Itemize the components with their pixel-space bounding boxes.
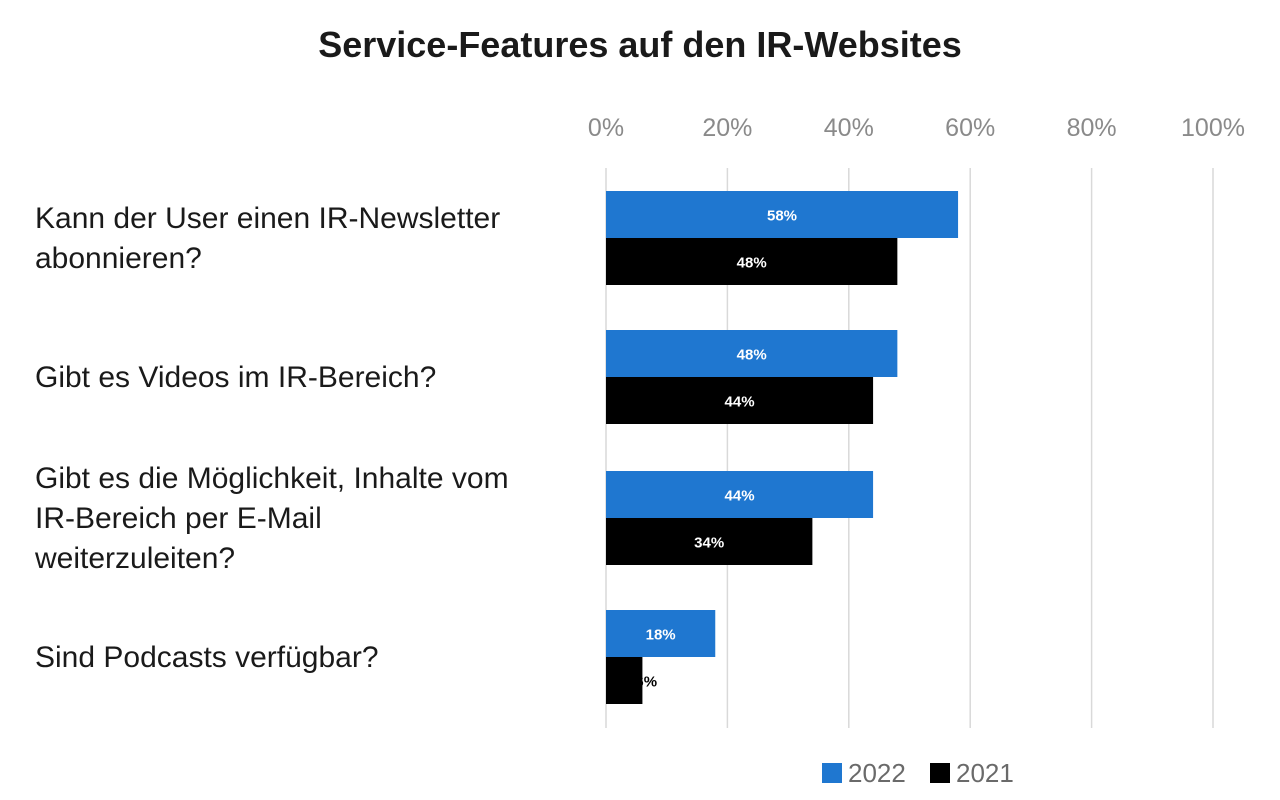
x-tick-label: 100% [1181,114,1245,142]
category-label: Kann der User einen IR-Newsletter abonnie… [35,202,500,275]
data-label: 44% [725,488,755,505]
legend: 2022 2021 [822,758,1014,788]
data-label: 58% [767,208,797,225]
x-tick-label: 0% [588,114,624,142]
data-label: 18% [646,627,676,644]
data-label: 48% [737,255,767,272]
bar-2021 [606,238,898,285]
bar-2021 [606,657,643,704]
data-label: 34% [694,535,724,552]
legend-label-2021: 2021 [956,758,1014,788]
data-label: 6% [635,674,657,691]
legend-swatch-2022 [822,763,842,783]
bar-2022 [606,471,874,518]
bar-2022 [606,330,898,377]
x-tick-label: 20% [702,114,752,142]
category-labels: Kann der User einen IR-Newsletter abonnie… [34,202,509,674]
data-label: 44% [725,394,755,411]
bars: 58% 48% 48% 44% 44% 34% 18% 6% [606,191,959,704]
bar-2021 [606,518,813,565]
bar-2021 [606,377,874,424]
category-label: Gibt es Videos im IR-Bereich? [35,361,436,394]
x-tick-label: 40% [824,114,874,142]
category-label: Sind Podcasts verfügbar? [35,641,379,674]
bar-2022 [606,610,716,657]
x-tick-label: 80% [1067,114,1117,142]
legend-swatch-2021 [930,763,950,783]
category-label: Gibt es die Möglichkeit, Inhalte vom IR-B… [34,462,509,575]
x-tick-label: 60% [945,114,995,142]
data-label: 48% [737,347,767,364]
chart-title: Service-Features auf den IR-Websites [318,24,962,65]
bar-2022 [606,191,959,238]
legend-label-2022: 2022 [848,758,906,788]
x-axis-ticks: 0% 20% 40% 60% 80% 100% [588,114,1245,142]
